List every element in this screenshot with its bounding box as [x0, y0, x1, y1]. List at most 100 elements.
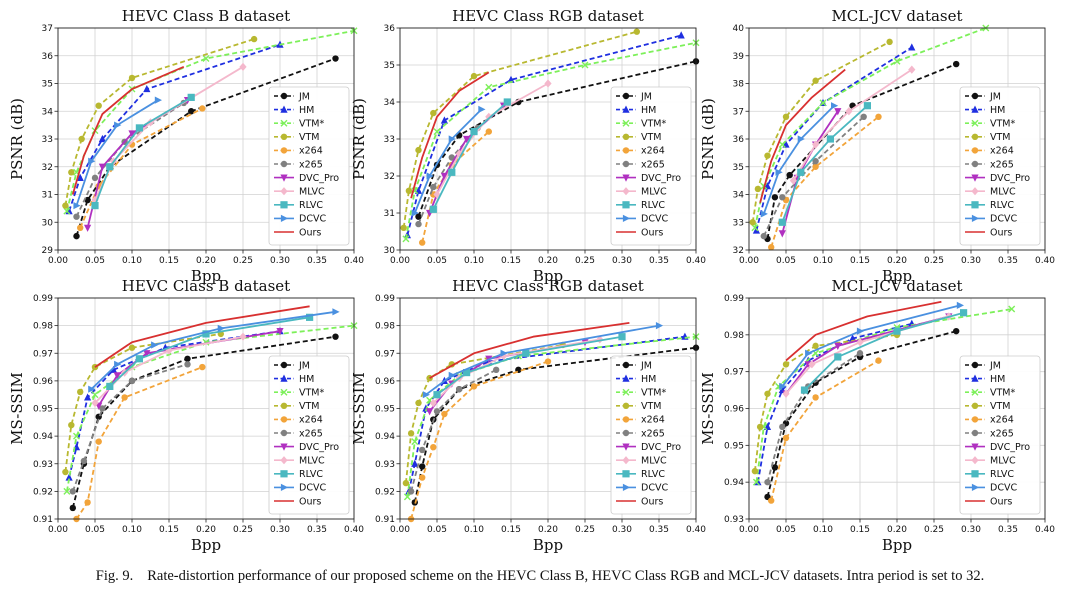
- data-point: [834, 342, 842, 350]
- legend-sample-marker: [971, 456, 979, 465]
- series-vtm: [62, 35, 258, 209]
- series-x265: [407, 366, 500, 495]
- data-point: [276, 328, 284, 336]
- legend-entry: HM: [990, 374, 1005, 385]
- data-point: [113, 372, 121, 380]
- legend-entry: Ours: [299, 227, 321, 238]
- legend-entry: DCVC: [641, 214, 668, 225]
- data-point: [62, 202, 69, 209]
- y-tick-label: 34: [733, 191, 745, 201]
- y-tick-label: 0.91: [375, 515, 395, 525]
- y-tick-label: 0.99: [375, 294, 395, 304]
- legend-sample-marker: [971, 201, 979, 209]
- data-point: [422, 391, 430, 399]
- data-point: [782, 113, 790, 121]
- y-tick-label: 29: [42, 246, 54, 256]
- legend-sample-marker: [622, 443, 630, 451]
- y-tick-label: 30: [42, 218, 54, 228]
- data-point: [805, 349, 813, 357]
- y-tick-label: 0.93: [375, 460, 395, 470]
- data-point: [441, 410, 448, 418]
- legend-sample-marker: [622, 187, 630, 196]
- data-point: [306, 313, 314, 321]
- legend-entry: JM: [298, 360, 310, 371]
- x-tick-label: 0.15: [159, 525, 179, 535]
- data-point: [960, 309, 968, 317]
- data-point: [440, 116, 448, 124]
- data-point: [826, 135, 834, 143]
- legend-entry: DCVC: [990, 214, 1017, 225]
- legend-sample-marker: [622, 214, 631, 222]
- x-tick-label: 0.30: [270, 525, 290, 535]
- legend: JM HM VTM* VTM x264 x265 DVC_Pro MLVC RLVC DCVC Ou…: [959, 355, 1041, 515]
- data-point: [845, 107, 853, 116]
- data-point: [834, 353, 842, 361]
- legend-sample-marker: [280, 416, 288, 423]
- series-dcvc: [73, 96, 162, 210]
- legend-entry: VTM: [641, 132, 662, 143]
- x-tick-label: 0.10: [122, 525, 142, 535]
- legend-sample-marker: [622, 429, 630, 437]
- data-point: [760, 210, 768, 218]
- x-tick-label: 0.30: [961, 525, 981, 535]
- legend-sample-marker: [622, 361, 630, 369]
- x-tick-label: 0.05: [776, 256, 796, 266]
- figure-caption: Fig. 9. Rate-distortion performance of ou…: [0, 568, 1080, 585]
- data-point: [184, 361, 191, 368]
- x-tick-label: 0.00: [48, 525, 68, 535]
- legend-entry: MLVC: [990, 187, 1016, 198]
- series-vtm-: [402, 39, 700, 243]
- data-point: [73, 232, 80, 240]
- x-tick-label: 0.00: [739, 525, 759, 535]
- x-tick-label: 0.35: [649, 525, 669, 535]
- y-tick-label: 0.94: [724, 478, 744, 488]
- series-line: [94, 305, 310, 368]
- x-tick-label: 0.30: [270, 256, 290, 266]
- x-axis-label: Bpp: [533, 536, 563, 554]
- data-point: [433, 391, 441, 399]
- data-point: [202, 330, 210, 338]
- data-point: [114, 360, 122, 368]
- data-point: [485, 128, 492, 135]
- caption-text: Rate-distortion performance of our propo…: [147, 568, 985, 584]
- series-dcvc: [779, 301, 964, 390]
- legend-sample-marker: [280, 201, 288, 209]
- y-tick-label: 34: [42, 107, 54, 117]
- legend-entry: MLVC: [299, 187, 325, 198]
- x-tick-label: 0.00: [739, 256, 759, 266]
- y-axis-label: MS-SSIM: [350, 372, 368, 445]
- legend-sample-marker: [622, 133, 630, 140]
- x-tick-label: 0.10: [122, 256, 142, 266]
- legend-sample-marker: [622, 119, 630, 127]
- data-point: [407, 430, 415, 437]
- data-point: [419, 474, 426, 481]
- data-point: [154, 96, 162, 104]
- data-point: [677, 31, 685, 39]
- data-point: [433, 128, 441, 136]
- legend-sample-marker: [971, 361, 979, 369]
- data-point: [856, 338, 864, 347]
- data-point: [188, 108, 195, 115]
- data-point: [402, 235, 410, 243]
- data-point: [448, 154, 455, 161]
- data-point: [403, 493, 411, 501]
- legend: JM HM VTM* VTM x264 x265 DVC_Pro MLVC RLVC DCVC Ou…: [268, 86, 350, 246]
- data-point: [184, 355, 191, 362]
- data-point: [470, 128, 478, 136]
- series-rlvc: [800, 309, 968, 394]
- data-point: [426, 408, 434, 416]
- data-point: [88, 385, 96, 393]
- data-point: [95, 102, 102, 109]
- x-tick-label: 0.35: [649, 256, 669, 266]
- data-point: [405, 187, 413, 194]
- legend-entry: Ours: [641, 227, 663, 238]
- series-line: [64, 38, 255, 206]
- legend-entry: JM: [640, 360, 652, 371]
- series-line: [770, 116, 880, 248]
- legend-entry: VTM: [990, 401, 1011, 412]
- legend-sample-marker: [622, 374, 630, 382]
- y-tick-label: 36: [384, 24, 396, 34]
- legend-entry: RLVC: [990, 469, 1014, 480]
- x-tick-label: 0.05: [776, 525, 796, 535]
- series-rlvc: [106, 313, 314, 390]
